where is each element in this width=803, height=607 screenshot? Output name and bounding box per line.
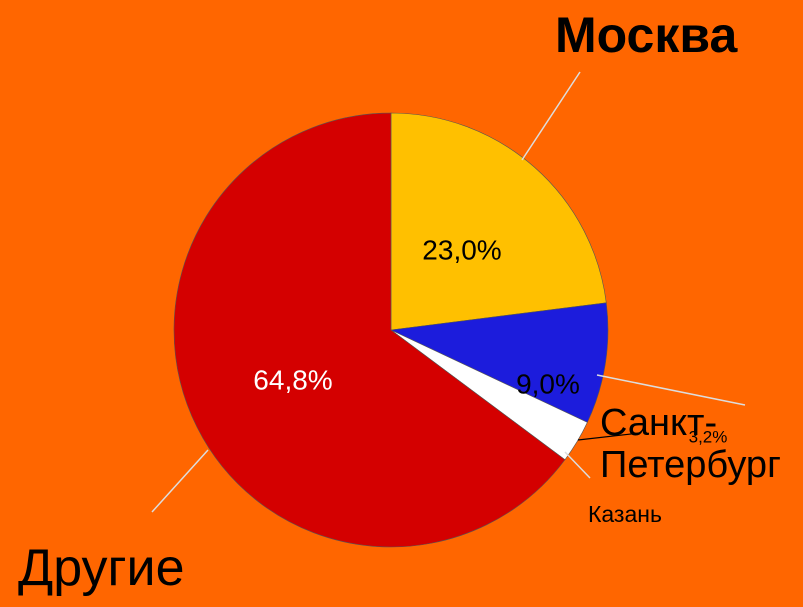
value-label: 23,0% <box>422 234 501 265</box>
leader-line <box>151 449 209 513</box>
pie-slice <box>390 112 607 331</box>
leader-line <box>577 432 641 441</box>
category-label: Другие <box>18 539 185 597</box>
category-label: Москва <box>555 7 738 63</box>
pie-slice <box>389 302 609 423</box>
category-label: Санкт-Петербург <box>600 402 781 486</box>
value-label: 9,0% <box>516 368 580 399</box>
category-label: Казань <box>588 501 662 527</box>
leader-line <box>521 71 581 161</box>
leader-line <box>596 374 746 406</box>
value-label: 3,2% <box>689 427 728 446</box>
leader-line <box>564 451 591 479</box>
value-label: 64,8% <box>253 364 332 395</box>
pie-slice <box>173 112 566 548</box>
